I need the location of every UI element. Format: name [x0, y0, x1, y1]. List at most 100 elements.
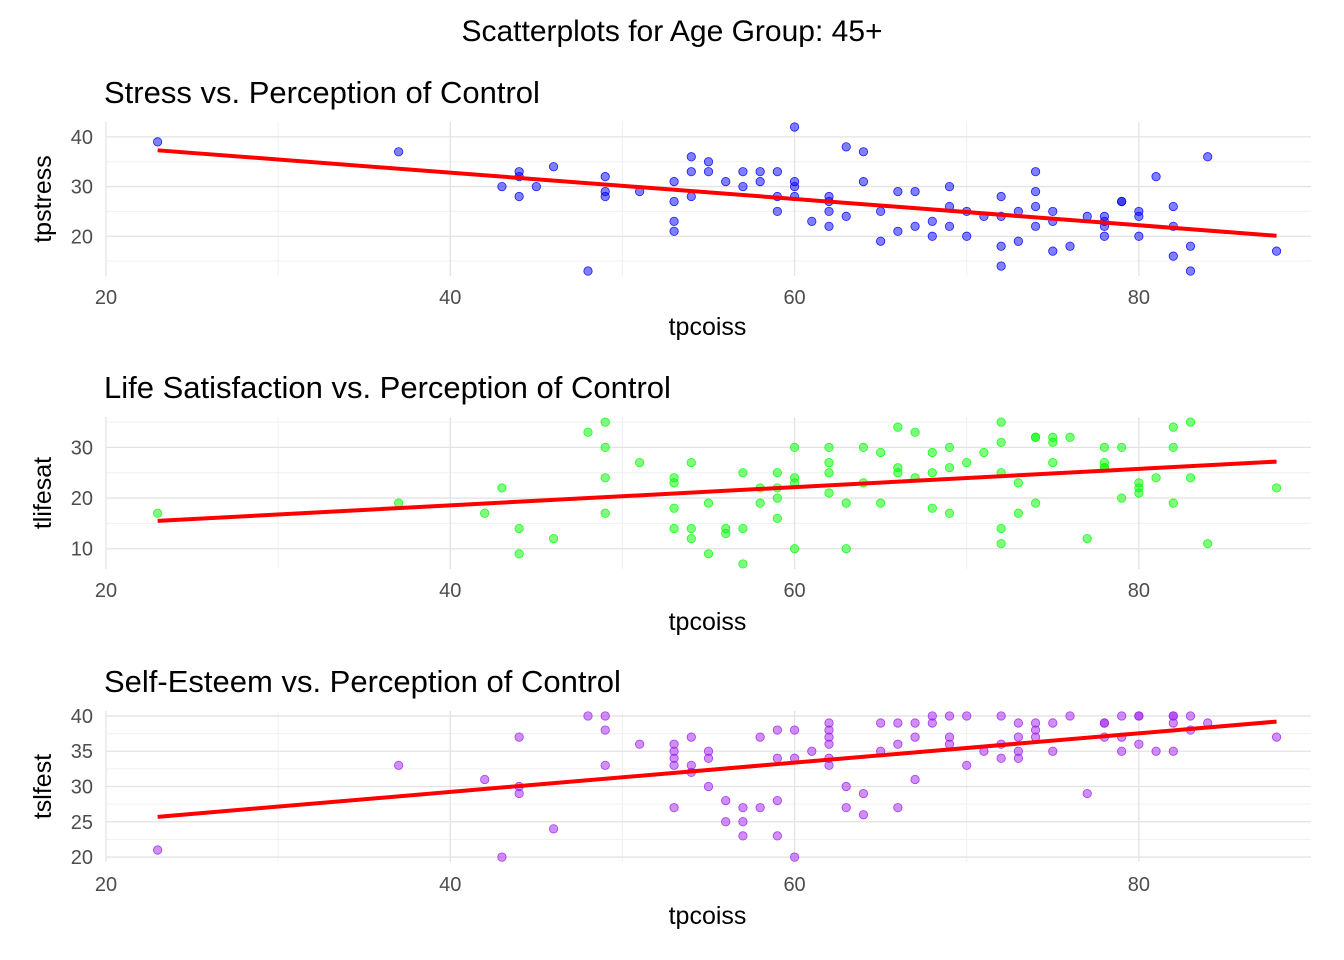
- data-point: [1048, 246, 1058, 256]
- data-point: [876, 206, 886, 217]
- data-point: [721, 796, 731, 806]
- data-point: [789, 544, 800, 554]
- data-point: [600, 417, 610, 427]
- data-point: [996, 753, 1006, 763]
- data-point: [669, 226, 679, 236]
- data-point: [996, 539, 1006, 549]
- data-point: [893, 226, 903, 236]
- y-tick-label: 20: [71, 847, 93, 869]
- data-point: [1185, 711, 1196, 721]
- data-point: [944, 181, 955, 192]
- data-point: [1168, 251, 1178, 261]
- data-point: [996, 191, 1006, 202]
- data-point: [1013, 718, 1023, 728]
- data-point: [1030, 498, 1041, 508]
- data-point: [548, 533, 559, 544]
- data-point: [394, 760, 404, 770]
- data-point: [480, 508, 490, 518]
- x-tick-label: 20: [95, 874, 117, 896]
- data-point: [944, 463, 955, 473]
- data-point: [600, 442, 610, 452]
- data-point: [927, 718, 937, 728]
- data-point: [686, 523, 696, 534]
- data-point: [738, 559, 748, 569]
- data-point: [1082, 788, 1092, 799]
- x-tick-label: 40: [439, 287, 461, 309]
- y-tick-label: 40: [71, 706, 93, 728]
- data-point: [755, 498, 765, 508]
- data-point: [789, 725, 800, 735]
- data-point: [996, 417, 1006, 427]
- regression-line: [157, 148, 1277, 238]
- regression-line: [157, 459, 1277, 523]
- data-point: [153, 508, 163, 518]
- data-point: [962, 760, 972, 770]
- data-point: [910, 186, 920, 197]
- data-point: [824, 468, 834, 478]
- data-point: [669, 196, 679, 207]
- data-point: [841, 142, 851, 152]
- x-tick-label: 40: [439, 874, 461, 896]
- data-point: [927, 216, 937, 226]
- data-point: [841, 781, 851, 792]
- data-point: [824, 488, 834, 498]
- data-point: [600, 172, 610, 182]
- data-point: [1134, 231, 1144, 241]
- data-point: [824, 221, 834, 231]
- data-point: [1134, 488, 1144, 498]
- x-tick-label: 80: [1128, 874, 1150, 896]
- data-point: [1203, 152, 1213, 162]
- data-point: [927, 447, 937, 458]
- x-tick-label: 60: [783, 874, 805, 896]
- x-axis-title: tpcoiss: [669, 313, 747, 341]
- data-point: [721, 817, 731, 827]
- data-point: [1013, 508, 1023, 518]
- data-point: [841, 498, 851, 508]
- data-point: [669, 503, 679, 513]
- data-point: [1117, 711, 1127, 721]
- data-point: [927, 468, 937, 478]
- data-point: [686, 457, 696, 468]
- data-point: [686, 732, 696, 742]
- data-point: [1168, 718, 1178, 728]
- data-point: [1013, 236, 1023, 246]
- data-point: [944, 739, 955, 749]
- data-point: [738, 181, 748, 192]
- data-point: [772, 206, 782, 217]
- data-point: [497, 483, 507, 493]
- x-tick-label: 80: [1128, 580, 1150, 602]
- data-point: [944, 221, 955, 231]
- x-tick-label: 20: [95, 580, 117, 602]
- y-axis-title: tlifesat: [29, 457, 57, 529]
- data-point: [944, 442, 955, 452]
- data-point: [944, 508, 955, 518]
- y-tick-label: 20: [71, 488, 93, 510]
- data-point: [824, 760, 834, 770]
- data-point: [514, 523, 524, 534]
- x-tick-label: 60: [783, 287, 805, 309]
- data-point: [153, 845, 163, 855]
- data-point: [1168, 201, 1178, 212]
- data-point: [772, 493, 782, 503]
- data-point: [703, 167, 714, 177]
- data-point: [548, 824, 559, 834]
- data-point: [772, 513, 782, 523]
- data-point: [1048, 437, 1058, 447]
- data-point: [910, 774, 920, 785]
- x-tick-label: 20: [95, 287, 117, 309]
- data-point: [1168, 498, 1178, 508]
- panel-1: 20 40 60 80 20 30 40 Stress vs. Perception of C…: [29, 75, 1311, 341]
- data-point: [1185, 241, 1196, 251]
- data-point: [1271, 732, 1282, 742]
- data-point: [1099, 231, 1110, 241]
- data-point: [1030, 221, 1041, 231]
- x-axis-title: tpcoiss: [669, 902, 747, 930]
- data-point: [824, 739, 834, 749]
- data-point: [979, 447, 989, 458]
- data-point: [1203, 539, 1213, 549]
- data-point: [686, 152, 696, 162]
- y-tick-label: 30: [71, 177, 93, 199]
- data-point: [497, 852, 507, 862]
- data-point: [858, 177, 869, 187]
